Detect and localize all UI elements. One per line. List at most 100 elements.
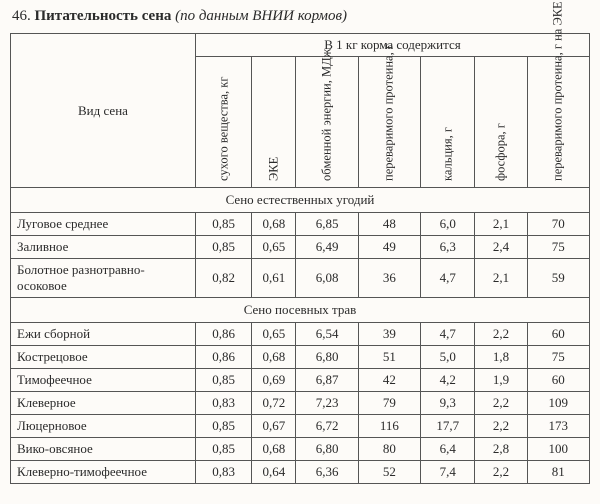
row-label: Тимофеечное [11,369,196,392]
cell: 6,80 [296,346,358,369]
cell: 2,8 [475,438,527,461]
cell: 4,7 [421,259,475,298]
table-row: Тимофеечное0,850,696,87424,21,960 [11,369,590,392]
cell: 6,54 [296,323,358,346]
cell: 51 [358,346,420,369]
table-row: Луговое среднее0,850,686,85486,02,170 [11,213,590,236]
table-row: Кострецовое0,860,686,80515,01,875 [11,346,590,369]
table-row: Клеверное0,830,727,23799,32,2109 [11,392,590,415]
cell: 2,4 [475,236,527,259]
cell: 0,85 [195,213,251,236]
cell: 6,08 [296,259,358,298]
section-caption: Сено естественных угодий [11,188,590,213]
title-bold: Питательность сена [35,8,172,24]
cell: 0,68 [252,346,296,369]
col-5-label: фосфора, г [493,123,508,181]
cell: 70 [527,213,589,236]
cell: 0,72 [252,392,296,415]
cell: 0,61 [252,259,296,298]
cell: 7,23 [296,392,358,415]
cell: 0,85 [195,415,251,438]
cell: 173 [527,415,589,438]
cell: 6,4 [421,438,475,461]
cell: 1,8 [475,346,527,369]
cell: 75 [527,346,589,369]
cell: 6,3 [421,236,475,259]
cell: 100 [527,438,589,461]
cell: 81 [527,461,589,484]
cell: 6,36 [296,461,358,484]
table-row: Заливное0,850,656,49496,32,475 [11,236,590,259]
cell: 7,4 [421,461,475,484]
cell: 0,69 [252,369,296,392]
cell: 6,0 [421,213,475,236]
col-2: обменной энергии, МДж [296,57,358,188]
cell: 75 [527,236,589,259]
cell: 49 [358,236,420,259]
table-row: Ежи сборной0,860,656,54394,72,260 [11,323,590,346]
row-label: Кострецовое [11,346,196,369]
col-4-label: кальция, г [440,127,455,181]
nutrition-table: Вид сена В 1 кг корма содержится сухого … [10,33,590,484]
cell: 0,86 [195,323,251,346]
table-row: Болотное разнотравно-осоковое0,820,616,0… [11,259,590,298]
cell: 0,85 [195,369,251,392]
table-body: Сено естественных угодийЛуговое среднее0… [11,188,590,484]
row-label: Клеверное [11,392,196,415]
cell: 52 [358,461,420,484]
cell: 80 [358,438,420,461]
row-label: Болотное разнотравно-осоковое [11,259,196,298]
cell: 0,83 [195,392,251,415]
cell: 2,2 [475,323,527,346]
cell: 79 [358,392,420,415]
cell: 6,80 [296,438,358,461]
cell: 2,2 [475,415,527,438]
cell: 42 [358,369,420,392]
cell: 0,85 [195,438,251,461]
cell: 60 [527,323,589,346]
col-0-label: сухого вещества, кг [216,77,231,181]
cell: 2,2 [475,461,527,484]
cell: 0,64 [252,461,296,484]
cell: 39 [358,323,420,346]
cell: 9,3 [421,392,475,415]
cell: 0,82 [195,259,251,298]
col-5: фосфора, г [475,57,527,188]
cell: 116 [358,415,420,438]
cell: 4,2 [421,369,475,392]
header-rowhead: Вид сена [11,34,196,188]
cell: 0,65 [252,236,296,259]
col-0: сухого вещества, кг [195,57,251,188]
table-title: 46. Питательность сена (по данным ВНИИ к… [12,8,590,25]
cell: 59 [527,259,589,298]
table-row: Клеверно-тимофеечное0,830,646,36527,42,2… [11,461,590,484]
table-row: Люцерновое0,850,676,7211617,72,2173 [11,415,590,438]
cell: 0,68 [252,438,296,461]
cell: 109 [527,392,589,415]
cell: 60 [527,369,589,392]
row-label: Люцерновое [11,415,196,438]
title-number: 46. [12,8,31,24]
cell: 5,0 [421,346,475,369]
row-label: Ежи сборной [11,323,196,346]
cell: 6,87 [296,369,358,392]
row-label: Клеверно-тимофеечное [11,461,196,484]
col-4: кальция, г [421,57,475,188]
row-label: Вико-овсяное [11,438,196,461]
cell: 36 [358,259,420,298]
table-row: Вико-овсяное0,850,686,80806,42,8100 [11,438,590,461]
col-2-label: обменной энергии, МДж [320,49,335,181]
cell: 6,49 [296,236,358,259]
row-label: Заливное [11,236,196,259]
col-6-label: переваримого протеина, г на ЭКЕ [551,1,566,181]
col-3: переваримого протеина, г [358,57,420,188]
cell: 1,9 [475,369,527,392]
cell: 48 [358,213,420,236]
cell: 2,2 [475,392,527,415]
title-italic: (по данным ВНИИ кормов) [175,8,347,24]
cell: 6,85 [296,213,358,236]
cell: 4,7 [421,323,475,346]
cell: 0,85 [195,236,251,259]
col-1-label: ЭКЕ [266,157,281,181]
cell: 0,68 [252,213,296,236]
